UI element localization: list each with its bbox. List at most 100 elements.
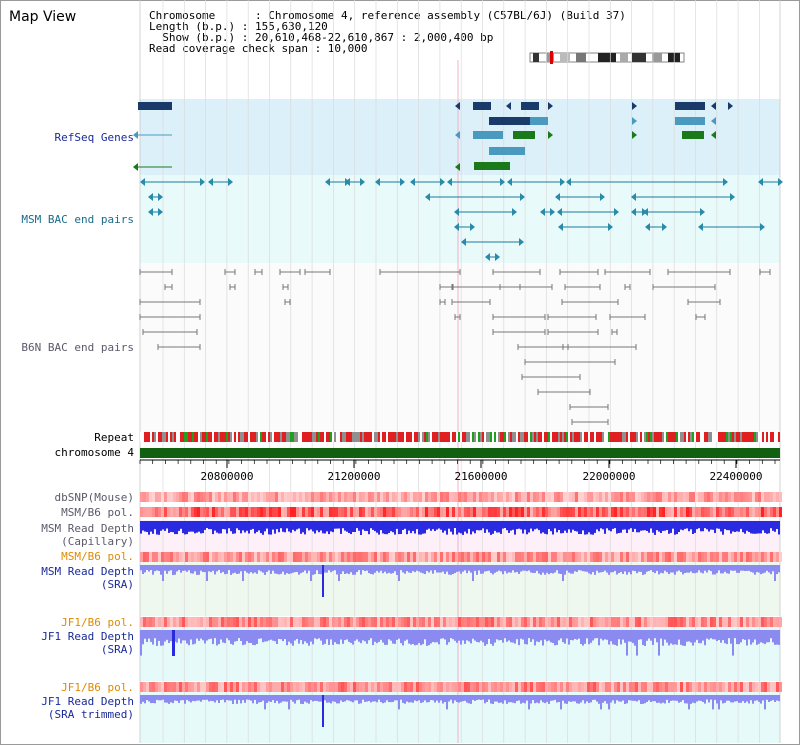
track-label-jf1-read-sra[interactable]: JF1 Read Depth <box>41 630 134 643</box>
polymorphism-cell <box>608 617 611 627</box>
track-label-msm-read-sra[interactable]: MSM Read Depth <box>41 565 134 578</box>
read-depth-bar <box>414 521 416 534</box>
polymorphism-cell <box>284 617 287 627</box>
polymorphism-cell <box>527 492 530 502</box>
read-depth-bar <box>218 565 220 570</box>
track-label-dbsnp[interactable]: dbSNP(Mouse) <box>54 491 134 504</box>
read-depth-bar <box>166 695 168 703</box>
polymorphism-cell <box>419 617 422 627</box>
read-depth-bar <box>310 521 312 530</box>
polymorphism-cell <box>758 507 761 517</box>
polymorphism-cell <box>668 492 671 502</box>
polymorphism-cell <box>611 552 614 562</box>
read-depth-bar <box>492 630 494 646</box>
polymorphism-cell <box>671 552 674 562</box>
polymorphism-cell <box>686 552 689 562</box>
polymorphism-cell <box>194 682 197 692</box>
track-label-refseq[interactable]: RefSeq Genes <box>54 131 134 144</box>
chromosome-ideogram[interactable] <box>529 51 685 64</box>
read-depth-bar <box>294 695 296 704</box>
polymorphism-cell <box>488 617 491 627</box>
polymorphism-cell <box>740 507 743 517</box>
repeat-segment <box>648 432 650 442</box>
polymorphism-cell <box>545 552 548 562</box>
polymorphism-cell <box>146 507 149 517</box>
read-depth-bar <box>144 565 146 573</box>
repeat-segment <box>494 432 496 442</box>
read-depth-bar <box>568 521 570 530</box>
polymorphism-cell <box>749 507 752 517</box>
strand-arrow <box>345 178 350 186</box>
read-depth-bar <box>568 695 570 702</box>
read-depth-bar <box>522 565 524 571</box>
read-depth-bar <box>286 695 288 702</box>
track-label-msm-bac[interactable]: MSM BAC end pairs <box>21 213 134 226</box>
track-label-msm-b6-pol[interactable]: MSM/B6 pol. <box>61 506 134 519</box>
read-depth-bar <box>578 695 580 704</box>
strand-arrow <box>506 102 511 110</box>
repeat-segment <box>228 432 230 442</box>
polymorphism-cell <box>524 617 527 627</box>
read-depth-bar <box>680 521 682 530</box>
track-label-msm-b6-pol-2[interactable]: MSM/B6 pol. <box>61 550 134 563</box>
repeat-segment <box>586 432 588 442</box>
track-label-repeat[interactable]: Repeat <box>94 431 134 444</box>
read-depth-bar <box>506 695 508 704</box>
repeat-segment <box>308 432 310 442</box>
repeat-segment <box>370 432 372 442</box>
track-label-msm-read-capillary[interactable]: MSM Read Depth <box>41 522 134 535</box>
repeat-segment <box>390 432 392 442</box>
polymorphism-cell <box>665 492 668 502</box>
read-depth-bar <box>380 521 382 531</box>
polymorphism-cell <box>656 507 659 517</box>
track-label-b6n-bac[interactable]: B6N BAC end pairs <box>21 341 134 354</box>
polymorphism-cell <box>200 682 203 692</box>
read-depth-bar <box>752 565 754 573</box>
read-depth-bar <box>634 521 636 529</box>
polymorphism-cell <box>413 507 416 517</box>
read-depth-bar <box>284 695 286 702</box>
polymorphism-cell <box>734 552 737 562</box>
read-depth-bar <box>684 695 686 704</box>
polymorphism-cell <box>221 492 224 502</box>
track-label-jf1-read-trimmed[interactable]: JF1 Read Depth <box>41 695 134 708</box>
track-label-jf1-b6-pol[interactable]: JF1/B6 pol. <box>61 616 134 629</box>
read-depth-bar <box>154 521 156 530</box>
polymorphism-cell <box>185 617 188 627</box>
polymorphism-cell <box>572 507 575 517</box>
read-depth-bar <box>420 695 422 703</box>
polymorphism-cell <box>296 682 299 692</box>
polymorphism-cell <box>359 492 362 502</box>
read-depth-bar <box>286 565 288 574</box>
polymorphism-cell <box>608 682 611 692</box>
polymorphism-cell <box>644 552 647 562</box>
read-depth-bar <box>776 521 778 529</box>
read-depth-bar <box>560 695 562 710</box>
track-label-jf1-b6-pol-2[interactable]: JF1/B6 pol. <box>61 681 134 694</box>
polymorphism-cell <box>293 507 296 517</box>
repeat-segment <box>312 432 314 442</box>
read-depth-bar <box>684 630 686 646</box>
polymorphism-cell <box>221 682 224 692</box>
read-depth-bar <box>544 565 546 575</box>
repeat-segment <box>670 432 672 442</box>
read-depth-bar <box>692 521 694 534</box>
repeat-segment <box>306 432 308 442</box>
read-depth-bar <box>466 565 468 574</box>
polymorphism-cell <box>563 682 566 692</box>
polymorphism-cell <box>449 552 452 562</box>
polymorphism-cell <box>410 492 413 502</box>
track-label-chromosome[interactable]: chromosome 4 <box>54 446 134 459</box>
polymorphism-cell <box>155 492 158 502</box>
repeat-segment <box>242 432 244 442</box>
read-depth-bar <box>638 630 640 640</box>
read-depth-bar <box>282 695 284 702</box>
read-depth-bar <box>778 695 780 702</box>
read-depth-bar <box>148 695 150 702</box>
polymorphism-cell <box>728 507 731 517</box>
read-depth-bar <box>270 565 272 574</box>
polymorphism-cell <box>335 552 338 562</box>
read-depth-bar <box>266 565 268 572</box>
read-depth-bar <box>536 630 538 642</box>
